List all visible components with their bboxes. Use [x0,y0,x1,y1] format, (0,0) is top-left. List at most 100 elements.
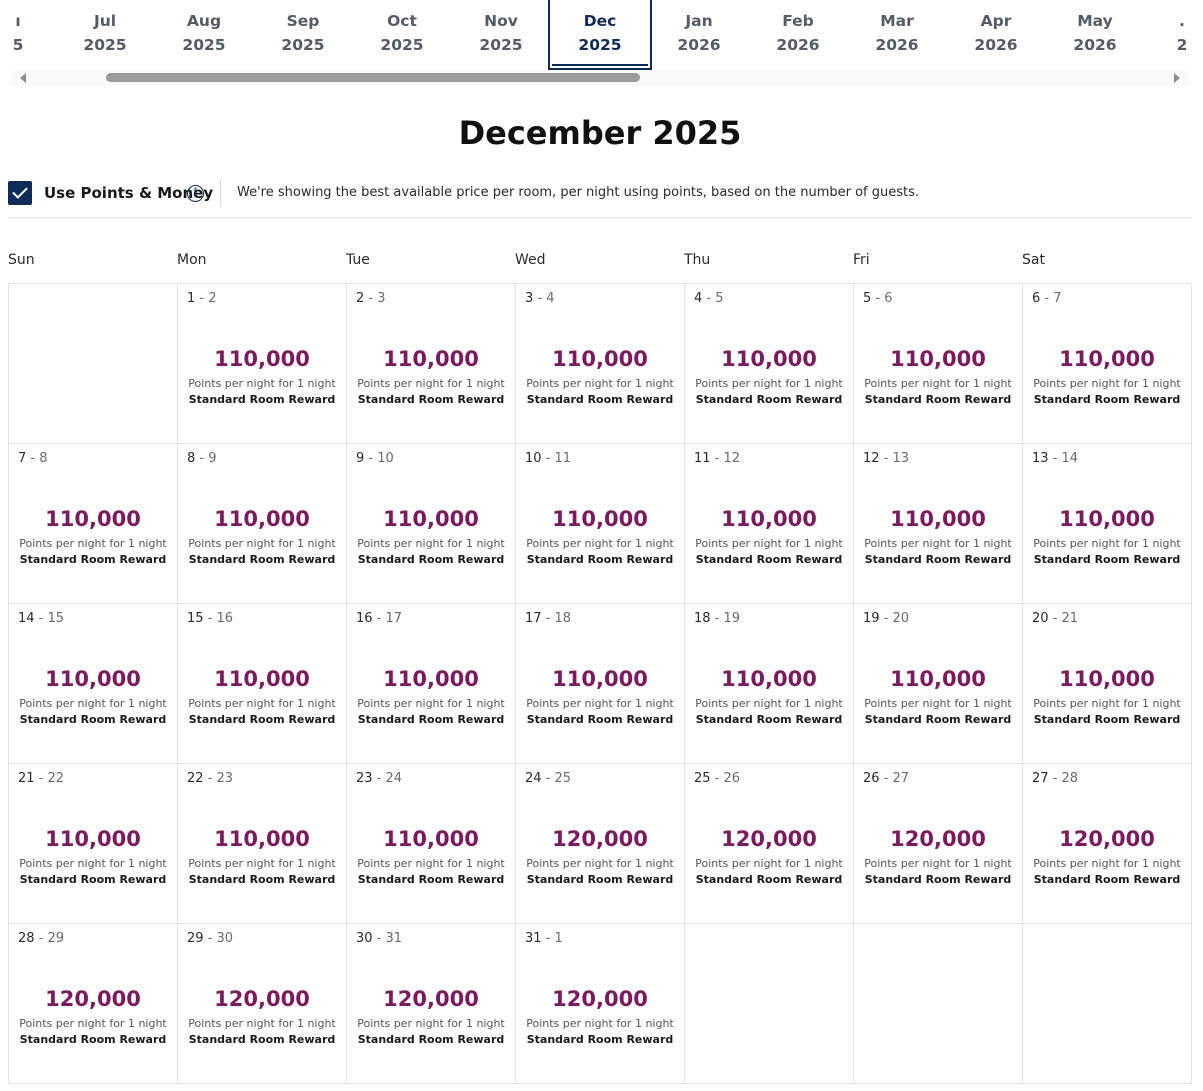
month-tab-jul-2025[interactable]: Jul 2025 [56,0,154,68]
month-tab-month: ı [15,12,21,30]
month-tab-nov-2025[interactable]: Nov 2025 [452,0,550,68]
check-in-day: 10 [525,451,542,466]
points-subtitle: Points per night for 1 night [1033,537,1181,550]
check-out-day: 16 [216,611,234,626]
calendar-day-cell[interactable]: 10 - 11 110,000 Points per night for 1 nig… [516,444,685,604]
scroll-right-arrow-icon[interactable] [1174,73,1180,83]
range-separator: - [372,771,386,786]
month-tab-apr-2026[interactable]: Apr 2026 [947,0,1045,68]
date-range: 15 - 16 [187,611,233,626]
room-type: Standard Room Reward [1033,393,1181,406]
month-tab-feb-2026[interactable]: Feb 2026 [749,0,847,68]
calendar-day-cell[interactable]: 3 - 4 110,000 Points per night for 1 night… [516,284,685,444]
check-in-day: 28 [18,931,35,946]
calendar-day-cell[interactable]: 15 - 16 110,000 Points per night for 1 nig… [178,604,347,764]
calendar-day-cell[interactable]: 26 - 27 120,000 Points per night for 1 nig… [854,764,1023,924]
calendar-day-cell[interactable]: 1 - 2 110,000 Points per night for 1 night… [178,284,347,444]
month-tab-year: 2026 [974,36,1018,54]
month-selector: ı 5 Jul 2025 Aug 2025 Sep 2025 Oct 2025 Nov 2025 Dec… [0,0,1203,70]
points-subtitle: Points per night for 1 night [188,1017,336,1030]
room-type: Standard Room Reward [526,1033,674,1046]
points-price: 110,000 [721,667,817,691]
calendar-day-cell[interactable]: 25 - 26 120,000 Points per night for 1 nig… [685,764,854,924]
calendar-day-cell[interactable]: 11 - 12 110,000 Points per night for 1 nig… [685,444,854,604]
points-price: 110,000 [552,347,648,371]
date-range: 11 - 12 [694,451,740,466]
month-tab-year: 2025 [380,36,424,54]
calendar-day-cell[interactable]: 7 - 8 110,000 Points per night for 1 night… [9,444,178,604]
weekday-tue: Tue [346,252,370,268]
calendar-day-cell[interactable]: 2 - 3 110,000 Points per night for 1 night… [347,284,516,444]
calendar-day-cell[interactable]: 23 - 24 110,000 Points per night for 1 nig… [347,764,516,924]
date-range: 29 - 30 [187,931,233,946]
range-separator: - [34,771,48,786]
calendar-day-cell[interactable]: 8 - 9 110,000 Points per night for 1 night… [178,444,347,604]
points-subtitle: Points per night for 1 night [357,857,505,870]
check-out-day: 14 [1061,451,1079,466]
range-separator: - [34,931,48,946]
points-price: 110,000 [383,667,479,691]
check-out-day: 23 [216,771,234,786]
check-out-day: 28 [1061,771,1079,786]
calendar-day-cell[interactable]: 22 - 23 110,000 Points per night for 1 nig… [178,764,347,924]
calendar-day-cell[interactable]: 20 - 21 110,000 Points per night for 1 nig… [1023,604,1192,764]
month-tab-jan-2026[interactable]: Jan 2026 [650,0,748,68]
room-type: Standard Room Reward [1033,873,1181,886]
calendar-day-cell[interactable]: 4 - 5 110,000 Points per night for 1 night… [685,284,854,444]
calendar-day-cell[interactable]: 18 - 19 110,000 Points per night for 1 nig… [685,604,854,764]
check-out-day: 8 [39,451,48,466]
check-in-day: 13 [1032,451,1049,466]
calendar-day-cell[interactable]: 6 - 7 110,000 Points per night for 1 night… [1023,284,1192,444]
points-price: 110,000 [552,507,648,531]
range-separator: - [364,451,378,466]
calendar-day-cell[interactable]: 17 - 18 110,000 Points per night for 1 nig… [516,604,685,764]
month-scrollbar[interactable] [10,70,1190,86]
scroll-thumb[interactable] [106,73,640,82]
date-range: 16 - 17 [356,611,402,626]
calendar-day-cell[interactable]: 30 - 31 120,000 Points per night for 1 nig… [347,924,516,1084]
scroll-left-arrow-icon[interactable] [20,73,26,83]
calendar-day-cell[interactable]: 28 - 29 120,000 Points per night for 1 nig… [9,924,178,1084]
month-tab-mar-2026[interactable]: Mar 2026 [848,0,946,68]
check-out-day: 21 [1061,611,1079,626]
range-separator: - [203,771,217,786]
points-price: 120,000 [721,827,817,851]
use-points-checkbox[interactable] [8,181,32,205]
use-points-label[interactable]: Use Points & Money [44,184,214,202]
points-subtitle: Points per night for 1 night [1033,857,1181,870]
points-price: 110,000 [890,347,986,371]
check-in-day: 6 [1032,291,1041,306]
calendar-day-cell[interactable]: 29 - 30 120,000 Points per night for 1 nig… [178,924,347,1084]
check-out-day: 24 [385,771,403,786]
calendar-day-cell[interactable]: 19 - 20 110,000 Points per night for 1 nig… [854,604,1023,764]
month-tab-year: 2026 [677,36,721,54]
calendar-grid: 1 - 2 110,000 Points per night for 1 night… [8,283,1192,1084]
points-price: 110,000 [890,507,986,531]
month-tab-may-2026[interactable]: May 2026 [1046,0,1144,68]
calendar-day-cell[interactable]: 21 - 22 110,000 Points per night for 1 nig… [9,764,178,924]
points-subtitle: Points per night for 1 night [526,857,674,870]
calendar-day-cell[interactable]: 9 - 10 110,000 Points per night for 1 nigh… [347,444,516,604]
month-tab-dec-2025[interactable]: Dec 2025 [548,0,652,70]
date-range: 17 - 18 [525,611,571,626]
info-icon[interactable]: i [187,185,204,202]
calendar-day-cell[interactable]: 24 - 25 120,000 Points per night for 1 nig… [516,764,685,924]
calendar-day-cell[interactable]: 16 - 17 110,000 Points per night for 1 nig… [347,604,516,764]
check-out-day: 10 [377,451,394,466]
room-type: Standard Room Reward [695,553,843,566]
calendar-day-cell[interactable]: 27 - 28 120,000 Points per night for 1 nig… [1023,764,1192,924]
calendar-day-cell[interactable]: 31 - 1 120,000 Points per night for 1 nigh… [516,924,685,1084]
month-tab--2[interactable]: .2 [1172,0,1192,68]
points-price: 120,000 [552,987,648,1011]
calendar-day-cell[interactable]: 12 - 13 110,000 Points per night for 1 nig… [854,444,1023,604]
check-in-day: 7 [18,451,27,466]
month-tab-oct-2025[interactable]: Oct 2025 [353,0,451,68]
month-tab-aug-2025[interactable]: Aug 2025 [155,0,253,68]
range-separator: - [195,451,209,466]
calendar-day-cell[interactable]: 13 - 14 110,000 Points per night for 1 nig… [1023,444,1192,604]
calendar-day-cell[interactable]: 5 - 6 110,000 Points per night for 1 night… [854,284,1023,444]
month-tab-sep-2025[interactable]: Sep 2025 [254,0,352,68]
calendar-day-cell[interactable]: 14 - 15 110,000 Points per night for 1 nig… [9,604,178,764]
points-subtitle: Points per night for 1 night [864,857,1012,870]
